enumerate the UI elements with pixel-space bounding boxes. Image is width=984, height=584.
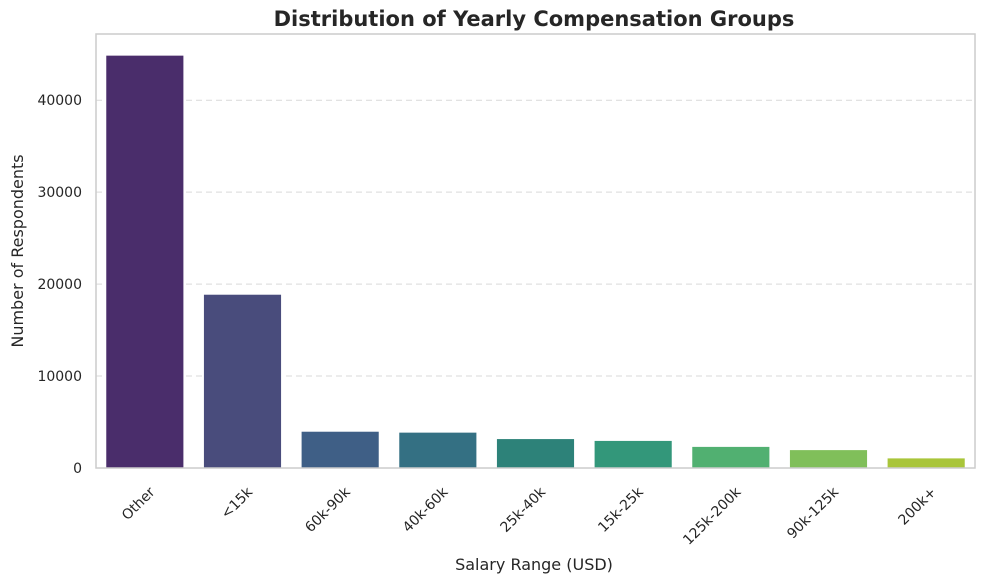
x-tick-label: 15k-25k: [595, 484, 647, 536]
x-axis-label: Salary Range (USD): [455, 555, 613, 574]
x-tick-label: 40k-60k: [400, 484, 452, 536]
bar: [495, 438, 576, 469]
chart-title: Distribution of Yearly Compensation Grou…: [274, 7, 795, 31]
bar: [691, 445, 771, 469]
x-tick-label: <15k: [218, 484, 257, 523]
x-tick-label: 25k-40k: [498, 484, 550, 536]
y-tick-label: 30000: [37, 185, 82, 201]
x-tick-label: 90k-125k: [784, 484, 842, 542]
grid-layer: [96, 99, 975, 377]
y-tick-label: 10000: [37, 369, 82, 385]
y-tick-label: 40000: [37, 93, 82, 109]
x-tick-label: Other: [119, 484, 159, 524]
bar: [202, 293, 283, 469]
x-tick-label: 200k+: [896, 484, 940, 528]
y-ticks: 0 10000 20000 30000 40000: [37, 93, 82, 477]
x-tick-label: 60k-90k: [302, 484, 354, 536]
x-ticks: Other <15k 60k-90k 40k-60k 25k-40k 15k-25k 125…: [119, 484, 940, 549]
y-tick-label: 20000: [37, 277, 82, 293]
bars-layer: [105, 54, 966, 469]
bar: [105, 54, 185, 469]
y-axis-label: Number of Respondents: [8, 154, 27, 347]
bar: [886, 457, 966, 469]
bar: [398, 431, 478, 469]
plot-frame: [95, 33, 976, 469]
bar: [300, 430, 380, 469]
bar: [788, 449, 869, 469]
x-tick-label: 125k-200k: [680, 484, 745, 549]
bar: [593, 439, 673, 469]
y-tick-label: 0: [73, 461, 82, 477]
